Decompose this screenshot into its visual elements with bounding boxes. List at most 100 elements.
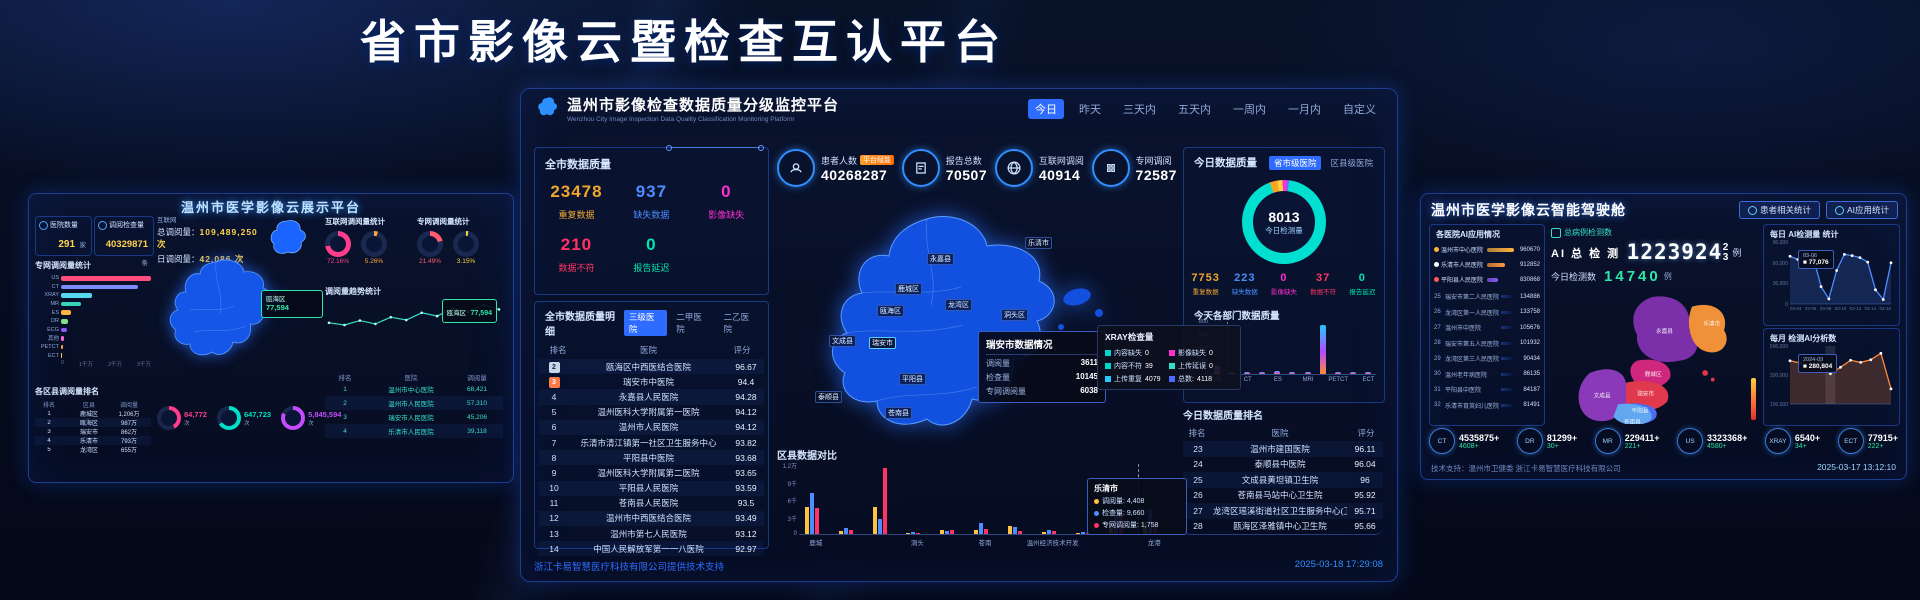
kv-row: 专网调阅量 6038	[986, 386, 1098, 397]
bar	[61, 284, 139, 290]
cell: 瓯海区	[79, 421, 98, 427]
bar	[916, 532, 921, 534]
rank-badge: 3	[548, 376, 560, 388]
value: 84187	[1523, 386, 1540, 393]
x-label: 苍南	[978, 540, 992, 547]
kpi-value: 77915+	[1867, 432, 1898, 443]
tab-二甲医院[interactable]: 二甲医院	[676, 312, 702, 334]
tab-昨天[interactable]: 昨天	[1079, 104, 1101, 116]
donut-ring	[361, 231, 387, 257]
tab-一周内[interactable]: 一周内	[1233, 104, 1266, 116]
tooltip-label: 2024-09	[1803, 357, 1824, 363]
tooltip-value: ■ 280,804	[1803, 363, 1833, 370]
list-item: 乐清市人民医院 912852	[1434, 257, 1540, 272]
score-cell: 93.68	[735, 452, 757, 463]
cell: 1	[343, 385, 347, 393]
ruian-tooltip-rows: 调阅量 3611 检查量 10145 专网调阅量 6038	[986, 358, 1098, 397]
table-row: 11 苍南县人民医院 93.5	[539, 496, 764, 511]
axis-tick: 03-06	[1804, 306, 1817, 311]
button-患者相关统计[interactable]: 患者相关统计	[1738, 201, 1820, 219]
tab-三级医院[interactable]: 三级医院	[623, 310, 668, 336]
value: 830868	[1519, 276, 1540, 283]
tab-今日[interactable]: 今日	[1028, 99, 1064, 119]
modality-icon: US	[1677, 428, 1704, 454]
stat-label: 影像缺失	[708, 210, 745, 220]
kpi-label-row: 报告总数	[946, 154, 987, 167]
center-title: 温州市影像检查数据质量分级监控平台	[567, 97, 840, 114]
stat-label: 重复数据	[558, 210, 595, 220]
stat-label: 医院数量	[50, 222, 78, 229]
monthly-ai-chart: 500,000 300,000 100,000 2024-09 ■ 280,804	[1764, 344, 1899, 422]
tab-五天内[interactable]: 五天内	[1178, 104, 1211, 116]
tab-一月内[interactable]: 一月内	[1288, 104, 1321, 116]
tab-自定义[interactable]: 自定义	[1343, 104, 1376, 116]
kpi-患者人数: 患者人数 平台赋能 40268287	[777, 149, 895, 187]
table-row: 4 永嘉县人民医院 94.28	[539, 389, 764, 405]
legend-item: 影像缺失 0	[1169, 348, 1233, 358]
ai-today-value: 14740	[1604, 268, 1661, 285]
value: 81491	[1523, 402, 1540, 409]
cell: 瑞安市人民医院	[388, 415, 434, 422]
legend-label: 影像缺失	[1178, 350, 1206, 357]
x-axis: 03-04 03-06 03-08 03-10 03-12 03-14 03-16	[1790, 306, 1891, 311]
gauge: 5,845,594 次	[281, 406, 341, 430]
hospital-name: 乐清市清江镇第一社区卫生服务中心	[580, 437, 717, 448]
axis-tick: 03-04	[1790, 306, 1802, 311]
tab-区县级医院[interactable]: 区县级医院	[1330, 157, 1373, 168]
legend-dot	[1094, 522, 1099, 528]
rank-cell: 6	[551, 422, 557, 433]
bar-row: ECG	[35, 326, 151, 335]
button-AI应用统计[interactable]: AI应用统计	[1825, 201, 1898, 219]
tab-三天内[interactable]: 三天内	[1123, 104, 1156, 116]
legend-swatch	[1169, 363, 1175, 369]
rank-dot	[1434, 262, 1439, 267]
tab-二乙医院[interactable]: 二乙医院	[723, 312, 750, 334]
flip-half: 2	[1722, 242, 1729, 253]
axis-tick: 0	[1785, 302, 1788, 308]
rank-badge: 2	[548, 361, 560, 373]
kpi-circle-icon	[901, 149, 940, 187]
axis-tick: 3千	[787, 516, 797, 523]
hospital-name: 龙湾区瑶溪街道社区卫生服务中心(卫生院)	[1213, 505, 1347, 516]
tab-省市级医院[interactable]: 省市级医院	[1268, 155, 1322, 170]
score-cell: 95.92	[1354, 490, 1376, 501]
axis-tick: 60,000	[1772, 260, 1788, 267]
bar	[843, 527, 848, 534]
table-row: 4 乐清市人民医院 39,118	[325, 424, 503, 438]
tooltip-value: ■ 77,076	[1803, 259, 1829, 266]
bar	[61, 327, 67, 333]
bar	[1041, 532, 1046, 534]
score-cell: 94.28	[735, 391, 757, 402]
table-row: 12 温州市中西医结合医院 93.49	[539, 510, 764, 527]
hospital-name: 温州市中心医院	[1441, 248, 1484, 254]
section-title: 专网调阅量统计	[35, 261, 91, 270]
table-row: 10 平阳县人民医院 93.59	[539, 480, 764, 496]
right-map[interactable]: 永嘉县 乐清市 鹿城区 瑞安市 文成县 平阳县 苍南县	[1561, 286, 1751, 424]
center-map[interactable]	[777, 201, 1177, 446]
cell: 862万	[120, 430, 137, 436]
stat-label: 缺失数据	[1231, 289, 1258, 296]
rank-cell: 3	[539, 376, 569, 388]
donut: 21.49%	[417, 231, 443, 265]
table-row: 27 龙湾区瑶溪街道社区卫生服务中心(卫生院) 95.71	[1183, 503, 1383, 519]
bar	[979, 523, 984, 534]
gauge-value: 647,723	[243, 409, 272, 419]
gauge-ring	[281, 406, 306, 430]
left-map[interactable]	[154, 254, 314, 398]
stat-value: 37	[1316, 272, 1331, 284]
bar	[1244, 372, 1251, 374]
axis-tick: 03-16	[1879, 306, 1891, 311]
pvn-bar-section: 专网调阅量统计 US CT XRAY MR ES DR ECG 其他 PETCT ECT 0 1千万…	[35, 260, 151, 368]
section-title: 今天各部门数据质量	[1194, 311, 1280, 322]
score-cell: 93.59	[735, 483, 757, 494]
bar-label: MR	[50, 301, 59, 308]
cell: 温州市人民医院	[388, 401, 434, 408]
district-compare-chart[interactable]: 1.2万 9千 6千 3千 0 鹿城 洞头 苍南 温州经济技术开发 龙港 乐清市 调阅量: 4,408…	[777, 464, 1187, 560]
legend-value: 4118	[1196, 375, 1213, 383]
kpi-label: 患者人数	[821, 155, 858, 166]
table-row: 24 泰顺县中医院 96.04	[1183, 457, 1383, 473]
kv-value: 6038	[1080, 386, 1098, 395]
table-row: 26 苍南县马站中心卫生院 95.92	[1183, 488, 1383, 504]
score-cell: 93.5	[737, 498, 755, 509]
